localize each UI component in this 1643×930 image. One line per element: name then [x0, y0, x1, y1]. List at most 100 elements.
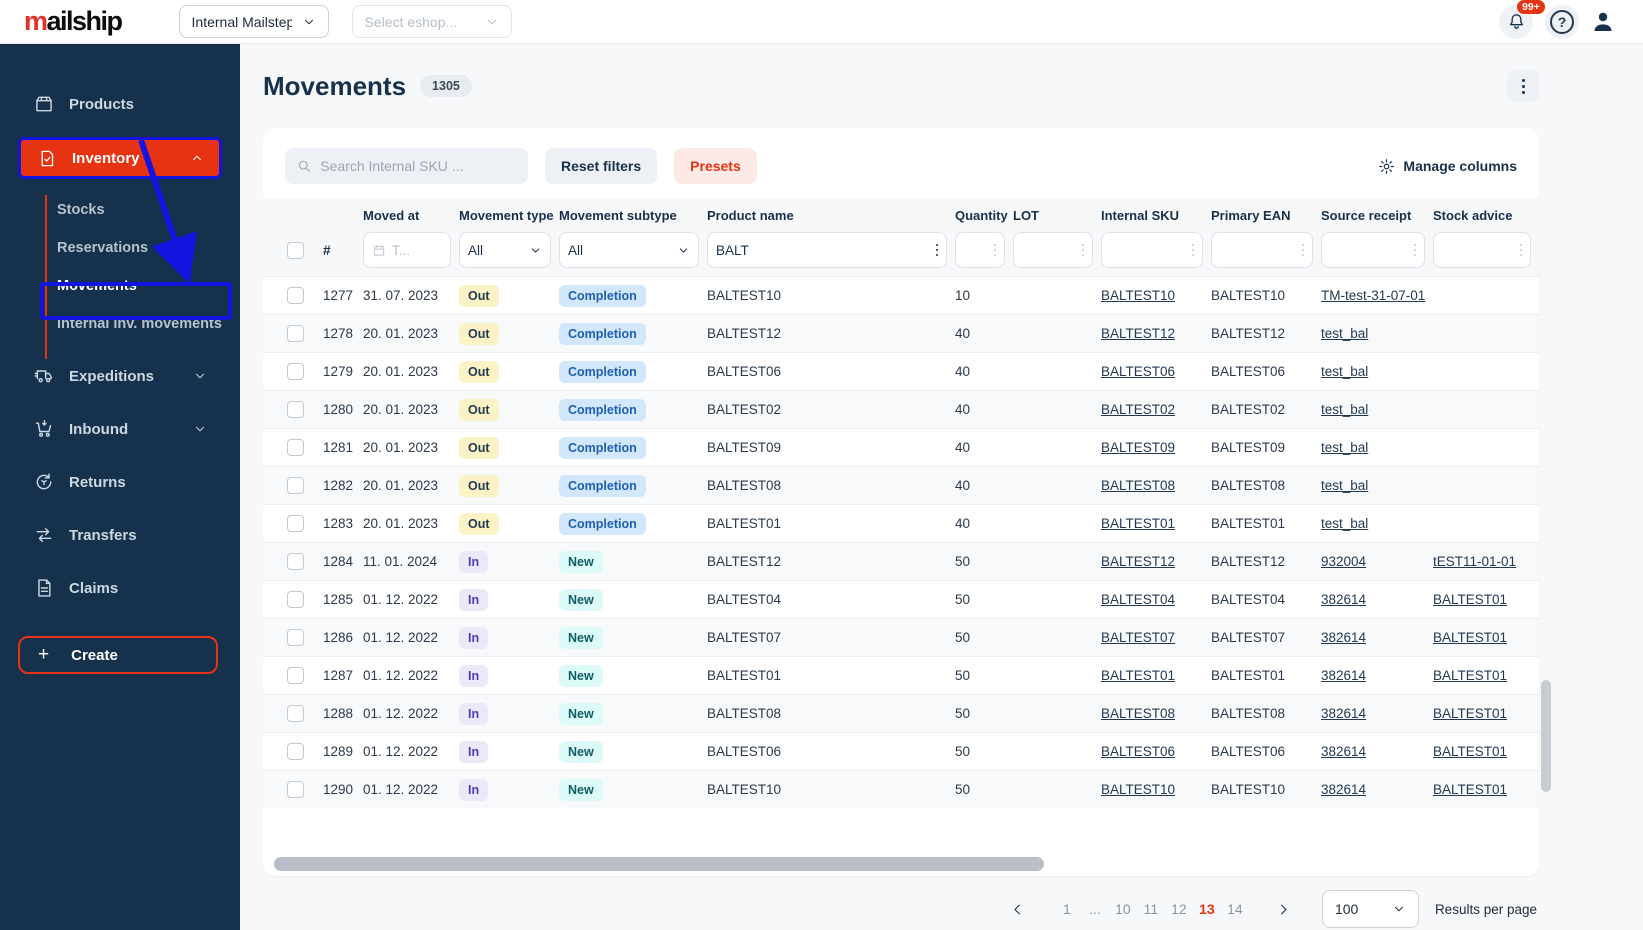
presets-button[interactable]: Presets	[674, 148, 757, 184]
internal-sku-link[interactable]: BALTEST12	[1101, 554, 1176, 569]
row-checkbox[interactable]	[287, 743, 304, 760]
sidebar-item-inventory[interactable]: Inventory	[18, 137, 222, 179]
notifications-button[interactable]: 99+	[1499, 0, 1545, 39]
quantity-filter-input[interactable]	[955, 232, 1005, 268]
internal-sku-link[interactable]: BALTEST08	[1101, 706, 1176, 721]
row-checkbox[interactable]	[287, 705, 304, 722]
page-actions-kebab-button[interactable]	[1507, 70, 1539, 102]
row-checkbox[interactable]	[287, 629, 304, 646]
row-checkbox[interactable]	[287, 667, 304, 684]
internal-sku-filter-input[interactable]	[1101, 232, 1203, 268]
row-checkbox[interactable]	[287, 591, 304, 608]
eshop-select[interactable]: Select eshop...	[351, 5, 512, 38]
row-checkbox[interactable]	[287, 515, 304, 532]
table-row[interactable]: 1283 20. 01. 2023 Out Completion BALTEST…	[263, 504, 1539, 542]
sidebar-item-transfers[interactable]: Transfers	[18, 515, 222, 555]
row-checkbox[interactable]	[287, 401, 304, 418]
internal-sku-link[interactable]: BALTEST06	[1101, 744, 1176, 759]
row-checkbox[interactable]	[287, 781, 304, 798]
sidebar-item-inbound[interactable]: Inbound	[18, 409, 222, 449]
movement-type-filter-select[interactable]: All	[459, 232, 551, 268]
source-receipt-link[interactable]: test_bal	[1321, 364, 1369, 379]
sidebar-item-products[interactable]: Products	[18, 84, 222, 124]
source-receipt-link[interactable]: 382614	[1321, 668, 1367, 683]
stock-advice-link[interactable]: tEST11-01-01	[1433, 554, 1517, 569]
table-row[interactable]: 1290 01. 12. 2022 In New BALTEST10 50 BA…	[263, 770, 1539, 808]
stock-advice-link[interactable]: BALTEST01	[1433, 706, 1508, 721]
filter-options-icon[interactable]	[993, 243, 996, 257]
user-avatar-button[interactable]	[1591, 10, 1615, 34]
source-receipt-filter-input[interactable]	[1321, 232, 1425, 268]
filter-options-icon[interactable]	[1413, 243, 1416, 257]
sidebar-item-stocks[interactable]: Stocks	[0, 191, 240, 229]
internal-sku-link[interactable]: BALTEST08	[1101, 478, 1176, 493]
internal-sku-link[interactable]: BALTEST12	[1101, 326, 1176, 341]
horizontal-scrollbar-thumb[interactable]	[274, 857, 1044, 871]
filter-options-icon[interactable]	[1519, 243, 1522, 257]
row-checkbox[interactable]	[287, 553, 304, 570]
internal-sku-link[interactable]: BALTEST01	[1101, 516, 1176, 531]
internal-sku-link[interactable]: BALTEST02	[1101, 402, 1176, 417]
page-number-button[interactable]: 12	[1171, 901, 1187, 917]
source-receipt-link[interactable]: 382614	[1321, 592, 1367, 607]
internal-sku-link[interactable]: BALTEST01	[1101, 668, 1176, 683]
internal-sku-link[interactable]: BALTEST10	[1101, 782, 1176, 797]
table-row[interactable]: 1278 20. 01. 2023 Out Completion BALTEST…	[263, 314, 1539, 352]
internal-sku-link[interactable]: BALTEST10	[1101, 288, 1176, 303]
source-receipt-link[interactable]: 932004	[1321, 554, 1367, 569]
table-row[interactable]: 1282 20. 01. 2023 Out Completion BALTEST…	[263, 466, 1539, 504]
internal-sku-link[interactable]: BALTEST06	[1101, 364, 1176, 379]
row-checkbox[interactable]	[287, 439, 304, 456]
page-number-button[interactable]: 1	[1063, 901, 1071, 917]
table-row[interactable]: 1287 01. 12. 2022 In New BALTEST01 50 BA…	[263, 656, 1539, 694]
lot-filter-input[interactable]	[1013, 232, 1093, 268]
results-per-page-select[interactable]: 100	[1321, 890, 1419, 928]
sidebar-item-expeditions[interactable]: Expeditions	[18, 356, 222, 396]
filter-options-icon[interactable]	[1081, 243, 1084, 257]
table-row[interactable]: 1286 01. 12. 2022 In New BALTEST07 50 BA…	[263, 618, 1539, 656]
sidebar-item-reservations[interactable]: Reservations	[0, 229, 240, 267]
table-row[interactable]: 1280 20. 01. 2023 Out Completion BALTEST…	[263, 390, 1539, 428]
row-checkbox[interactable]	[287, 325, 304, 342]
table-row[interactable]: 1285 01. 12. 2022 In New BALTEST04 50 BA…	[263, 580, 1539, 618]
stock-advice-link[interactable]: BALTEST01	[1433, 744, 1508, 759]
table-row[interactable]: 1288 01. 12. 2022 In New BALTEST08 50 BA…	[263, 694, 1539, 732]
search-box[interactable]	[285, 148, 528, 184]
workspace-select[interactable]: Internal Mailstep	[178, 5, 329, 38]
product-name-filter-input[interactable]: BALT	[707, 232, 947, 268]
next-page-button[interactable]	[1270, 895, 1298, 923]
movement-subtype-filter-select[interactable]: All	[559, 232, 699, 268]
internal-sku-link[interactable]: BALTEST07	[1101, 630, 1176, 645]
source-receipt-link[interactable]: 382614	[1321, 744, 1367, 759]
source-receipt-link[interactable]: test_bal	[1321, 326, 1369, 341]
previous-page-button[interactable]	[1004, 895, 1032, 923]
help-button[interactable]: ?	[1545, 4, 1579, 39]
stock-advice-filter-input[interactable]	[1433, 232, 1531, 268]
source-receipt-link[interactable]: test_bal	[1321, 440, 1369, 455]
table-row[interactable]: 1281 20. 01. 2023 Out Completion BALTEST…	[263, 428, 1539, 466]
source-receipt-link[interactable]: test_bal	[1321, 478, 1369, 493]
source-receipt-link[interactable]: 382614	[1321, 782, 1367, 797]
source-receipt-link[interactable]: TM-test-31-07-01	[1321, 288, 1426, 303]
manage-columns-button[interactable]: Manage columns	[1378, 158, 1517, 175]
table-row[interactable]: 1277 31. 07. 2023 Out Completion BALTEST…	[263, 276, 1539, 314]
source-receipt-link[interactable]: 382614	[1321, 630, 1367, 645]
internal-sku-link[interactable]: BALTEST04	[1101, 592, 1176, 607]
source-receipt-link[interactable]: test_bal	[1321, 402, 1369, 417]
sidebar-item-internal-inv-movements[interactable]: Internal inv. movements	[0, 305, 240, 343]
stock-advice-link[interactable]: BALTEST01	[1433, 668, 1508, 683]
moved-at-date-filter[interactable]: T...	[363, 232, 451, 268]
source-receipt-link[interactable]: 382614	[1321, 706, 1367, 721]
sidebar-item-movements[interactable]: Movements	[0, 267, 240, 305]
table-row[interactable]: 1289 01. 12. 2022 In New BALTEST06 50 BA…	[263, 732, 1539, 770]
page-number-button[interactable]: 13	[1199, 901, 1215, 917]
page-number-button[interactable]: 14	[1227, 901, 1243, 917]
primary-ean-filter-input[interactable]	[1211, 232, 1313, 268]
search-input[interactable]	[320, 158, 516, 174]
table-row[interactable]: 1284 11. 01. 2024 In New BALTEST12 50 BA…	[263, 542, 1539, 580]
row-checkbox[interactable]	[287, 287, 304, 304]
internal-sku-link[interactable]: BALTEST09	[1101, 440, 1176, 455]
filter-options-icon[interactable]	[1191, 243, 1194, 257]
filter-options-icon[interactable]	[935, 243, 938, 257]
stock-advice-link[interactable]: BALTEST01	[1433, 782, 1508, 797]
